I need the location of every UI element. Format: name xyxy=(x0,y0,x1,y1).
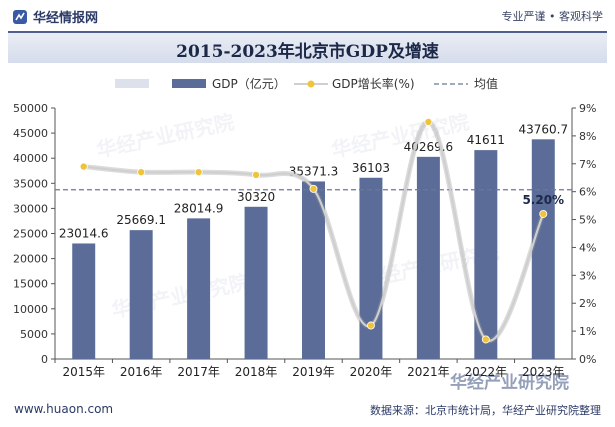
y-right-tick-label: 1% xyxy=(579,325,596,338)
rate-point xyxy=(79,162,88,171)
slogan: 专业严谨 • 客观科学 xyxy=(501,10,603,23)
y-left-tick-label: 45000 xyxy=(13,127,48,140)
gdp-bar-label: 40269.6 xyxy=(404,140,454,154)
brand: 华经情报网 xyxy=(12,7,98,26)
gdp-bar-label: 30320 xyxy=(237,190,275,204)
legend-label-rate: GDP增长率(%) xyxy=(332,76,415,91)
y-left-tick-label: 15000 xyxy=(13,278,48,291)
website: www.huaon.com xyxy=(14,402,114,416)
y-right-tick-label: 8% xyxy=(579,130,596,143)
x-tick-label: 2017年 xyxy=(177,365,220,379)
x-tick-label: 2015年 xyxy=(62,365,105,379)
rate-point xyxy=(366,321,375,330)
brand-name: 华经情报网 xyxy=(33,11,99,26)
top-bar: 华经情报网 专业严谨 • 客观科学 xyxy=(0,0,615,30)
x-tick-label: 2018年 xyxy=(235,365,278,379)
y-left-tick-label: 50000 xyxy=(13,102,48,115)
source-note: 数据来源：北京市统计局，华经产业研究院整理 xyxy=(370,404,601,417)
gdp-bar xyxy=(302,181,325,359)
y-left-tick-label: 10000 xyxy=(13,303,48,316)
x-tick-label: 2023年 xyxy=(522,365,565,379)
gdp-bar xyxy=(359,177,383,359)
gdp-bar xyxy=(531,139,555,359)
gdp-bar-label: 23014.6 xyxy=(59,226,109,240)
y-right-tick-label: 4% xyxy=(579,241,596,254)
y-right-tick-label: 6% xyxy=(579,186,596,199)
rate-point xyxy=(424,117,433,126)
y-left-tick-label: 20000 xyxy=(13,253,48,266)
plot-area: 0 5000 10000 15000 20000 25000 30000 35000 40000… xyxy=(13,102,596,379)
legend-label-avg: 均值 xyxy=(474,76,498,91)
gdp-bar xyxy=(187,218,211,359)
legend-label-gdp: GDP（亿元） xyxy=(212,76,286,91)
y-left-tick-label: 30000 xyxy=(13,202,48,215)
rate-point-label: 5.20% xyxy=(522,193,564,207)
gdp-bar xyxy=(72,243,96,359)
legend-swatch-rate-marker xyxy=(307,80,315,88)
gdp-bar-label: 43760.7 xyxy=(518,122,568,136)
gdp-bar-label: 36103 xyxy=(352,161,390,175)
title-bar: 2015-2023年北京市GDP及增速 xyxy=(8,31,607,63)
rate-point xyxy=(252,170,261,179)
x-tick-label: 2020年 xyxy=(350,365,393,379)
legend-swatch-gdp xyxy=(172,79,206,88)
y-left-tick-label: 40000 xyxy=(13,152,48,165)
y-right-tick-label: 2% xyxy=(579,297,596,310)
brand-logo-icon xyxy=(13,9,27,24)
gdp-bar-label: 41611 xyxy=(467,133,505,147)
y-right-tick-label: 3% xyxy=(579,269,596,282)
legend: GDP（亿元） GDP增长率(%) 均值 xyxy=(115,76,498,91)
watermark-corner: 华经产业研究院 xyxy=(450,373,569,393)
x-tick-label: 2021年 xyxy=(407,365,450,379)
gdp-bar xyxy=(474,150,498,359)
legend-swatch-blank xyxy=(115,79,149,88)
gdp-bar-label: 35371.3 xyxy=(289,164,339,178)
rate-line xyxy=(83,120,545,342)
gdp-bar-label: 28014.9 xyxy=(174,201,224,215)
y-left-tick-label: 0 xyxy=(41,353,48,366)
y-left-tick-label: 25000 xyxy=(13,228,48,241)
x-tick-label: 2016年 xyxy=(120,365,163,379)
x-tick-label: 2022年 xyxy=(465,365,508,379)
gdp-bar xyxy=(416,156,440,359)
gdp-bar xyxy=(244,206,268,359)
y-right-tick-label: 0% xyxy=(579,353,596,366)
rate-point xyxy=(539,209,548,218)
y-right-tick-label: 5% xyxy=(579,214,596,227)
gdp-bar xyxy=(129,230,153,359)
rate-point xyxy=(481,335,490,344)
rate-point xyxy=(137,168,146,177)
rate-point xyxy=(309,184,318,193)
y-right-tick-label: 9% xyxy=(579,102,596,115)
rate-point xyxy=(194,168,203,177)
y-left-tick-label: 5000 xyxy=(20,328,48,341)
y-right-tick-label: 7% xyxy=(579,158,596,171)
x-tick-label: 2019年 xyxy=(292,365,335,379)
gdp-bar-label: 25669.1 xyxy=(116,213,166,227)
chart-title: 2015-2023年北京市GDP及增速 xyxy=(176,42,439,62)
y-left-tick-label: 35000 xyxy=(13,177,48,190)
